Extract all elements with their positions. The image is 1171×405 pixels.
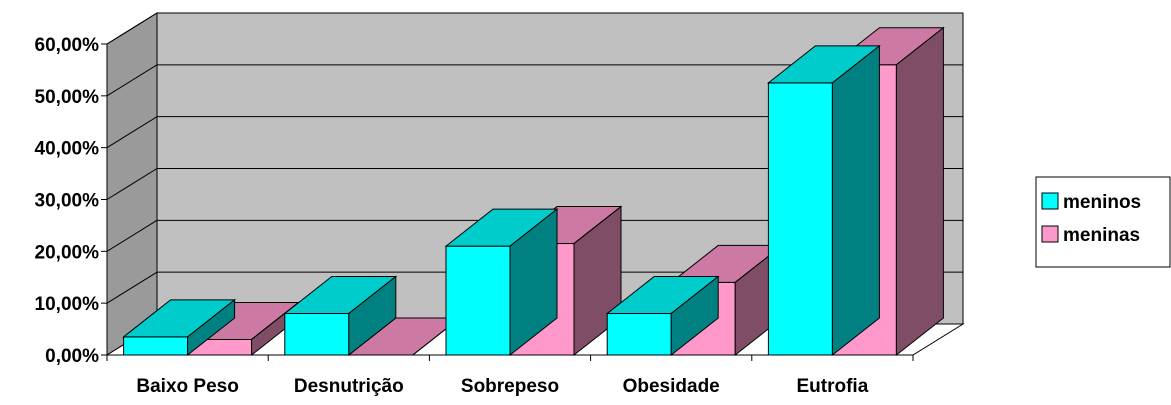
- legend: meninos meninas: [1035, 176, 1171, 268]
- bar-meninos-0: [122, 298, 237, 357]
- bar-side: [831, 44, 880, 357]
- bar-meninos-3: [605, 275, 720, 357]
- bars: [122, 26, 945, 357]
- y-tick-label: 40,00%: [35, 139, 100, 160]
- gridline-side: [106, 271, 158, 304]
- y-tick-label: 30,00%: [35, 191, 100, 212]
- bar-side: [895, 26, 944, 357]
- bar-front: [284, 313, 350, 356]
- y-tick-label: 10,00%: [35, 294, 100, 315]
- legend-box: [1035, 176, 1171, 268]
- legend-swatch: [1041, 225, 1059, 243]
- legend-swatch: [1041, 192, 1059, 210]
- gridline-side: [106, 12, 158, 45]
- gridline-side: [106, 219, 158, 252]
- bar-side: [348, 275, 397, 357]
- y-tick-label: 20,00%: [35, 242, 100, 263]
- y-tick-label: 50,00%: [35, 87, 100, 108]
- bar-front: [445, 245, 511, 356]
- bar-meninos-1: [283, 275, 398, 357]
- legend-label: meninos: [1063, 192, 1141, 213]
- bar-front: [767, 82, 833, 356]
- bar-side: [670, 275, 719, 357]
- y-tick-label: 0,00%: [45, 346, 99, 367]
- bar-front: [123, 336, 189, 356]
- x-category-label: Sobrepeso: [461, 376, 559, 397]
- x-axis: Baixo Peso Desnutrição Sobrepeso Obesidade E…: [106, 354, 914, 397]
- bar-meninos-2: [444, 208, 559, 357]
- legend-label: meninas: [1063, 225, 1140, 246]
- x-category-label: Obesidade: [623, 376, 720, 397]
- x-category-label: Eutrofia: [797, 376, 869, 397]
- bar-side: [187, 298, 236, 357]
- gridline-side: [106, 168, 158, 200]
- bar-side: [509, 208, 558, 357]
- bar-front: [606, 313, 672, 356]
- x-category-label: Desnutrição: [294, 376, 404, 397]
- gridline-side: [106, 64, 158, 97]
- y-tick-label: 60,00%: [35, 35, 100, 56]
- y-axis: 0,00% 10,00% 20,00% 30,00% 40,00% 50,00% 60,00…: [35, 35, 108, 367]
- gridline-side: [106, 116, 158, 149]
- bar-meninos-4: [766, 44, 881, 357]
- x-category-label: Baixo Peso: [136, 376, 238, 397]
